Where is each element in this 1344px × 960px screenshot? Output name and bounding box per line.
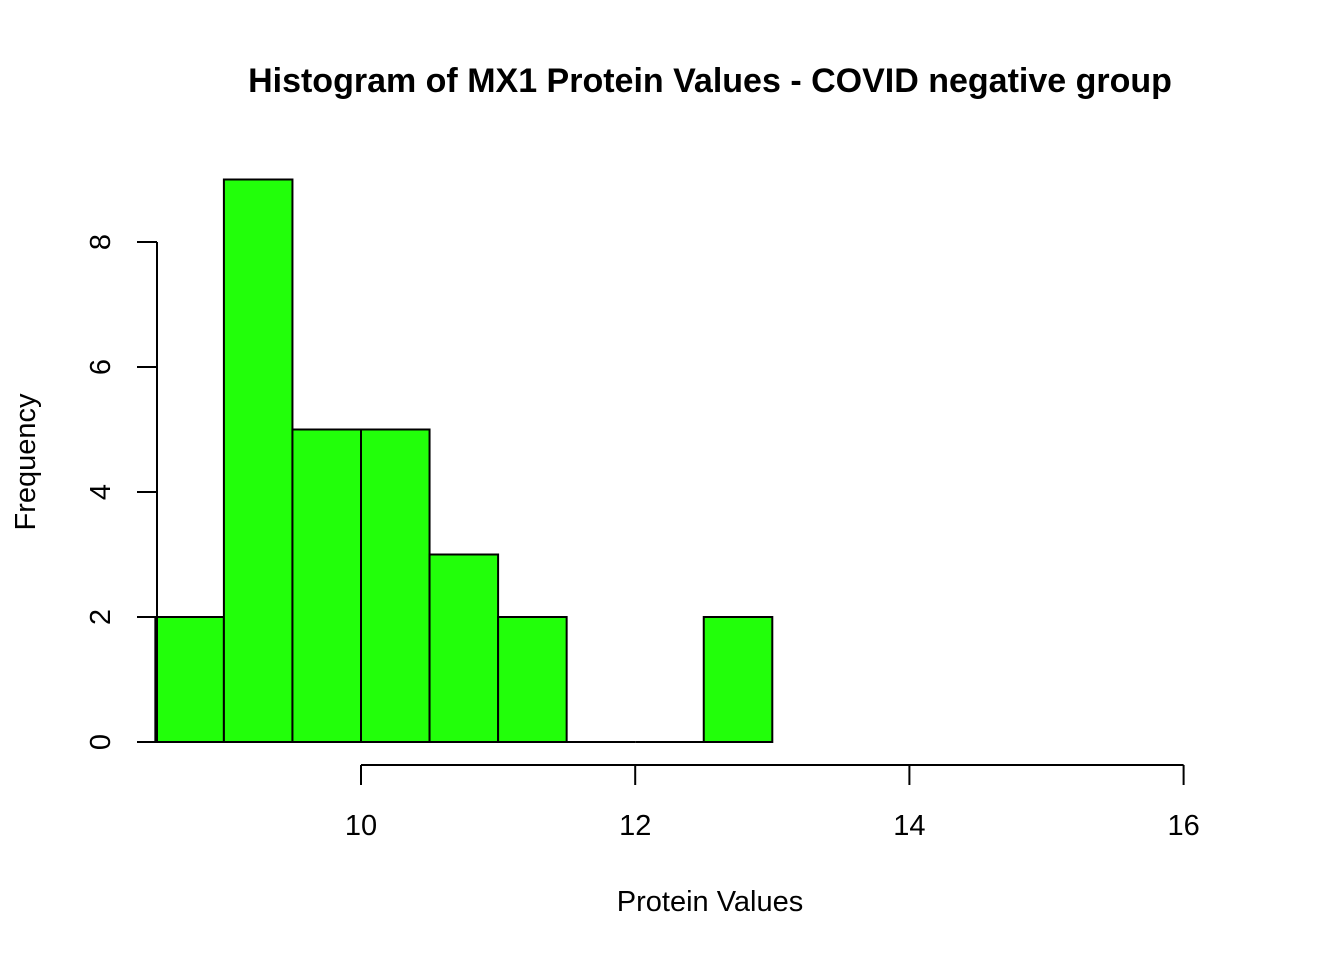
x-axis: 10 12 14 16 <box>345 764 1200 842</box>
histogram-bar <box>222 178 294 743</box>
x-tick-label: 14 <box>893 810 925 842</box>
x-tick-label: 16 <box>1167 810 1199 842</box>
histogram-bar <box>291 428 363 743</box>
x-tick-label: 12 <box>619 810 651 842</box>
bars <box>154 178 774 743</box>
histogram-bar <box>702 616 774 743</box>
histogram-bar <box>497 616 568 743</box>
y-tick-label: 0 <box>85 734 117 750</box>
histogram-bar <box>428 553 500 743</box>
y-tick-label: 4 <box>85 484 117 500</box>
x-axis-label: Protein Values <box>617 886 803 918</box>
y-axis: 0 2 4 6 8 <box>85 234 158 750</box>
histogram-bar <box>154 616 225 743</box>
x-tick-label: 10 <box>345 810 377 842</box>
chart-title: Histogram of MX1 Protein Values - COVID … <box>248 62 1172 100</box>
histogram-bar <box>360 428 431 743</box>
y-tick-label: 2 <box>85 609 117 625</box>
y-tick-label: 6 <box>85 359 117 375</box>
y-axis-label: Frequency <box>10 393 42 531</box>
y-tick-label: 8 <box>85 234 117 250</box>
